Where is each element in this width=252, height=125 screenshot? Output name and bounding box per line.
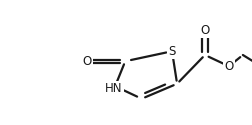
Text: O: O xyxy=(82,55,91,68)
Text: HN: HN xyxy=(105,82,122,95)
Text: S: S xyxy=(168,45,175,58)
Text: O: O xyxy=(224,60,233,73)
Text: O: O xyxy=(200,24,209,36)
